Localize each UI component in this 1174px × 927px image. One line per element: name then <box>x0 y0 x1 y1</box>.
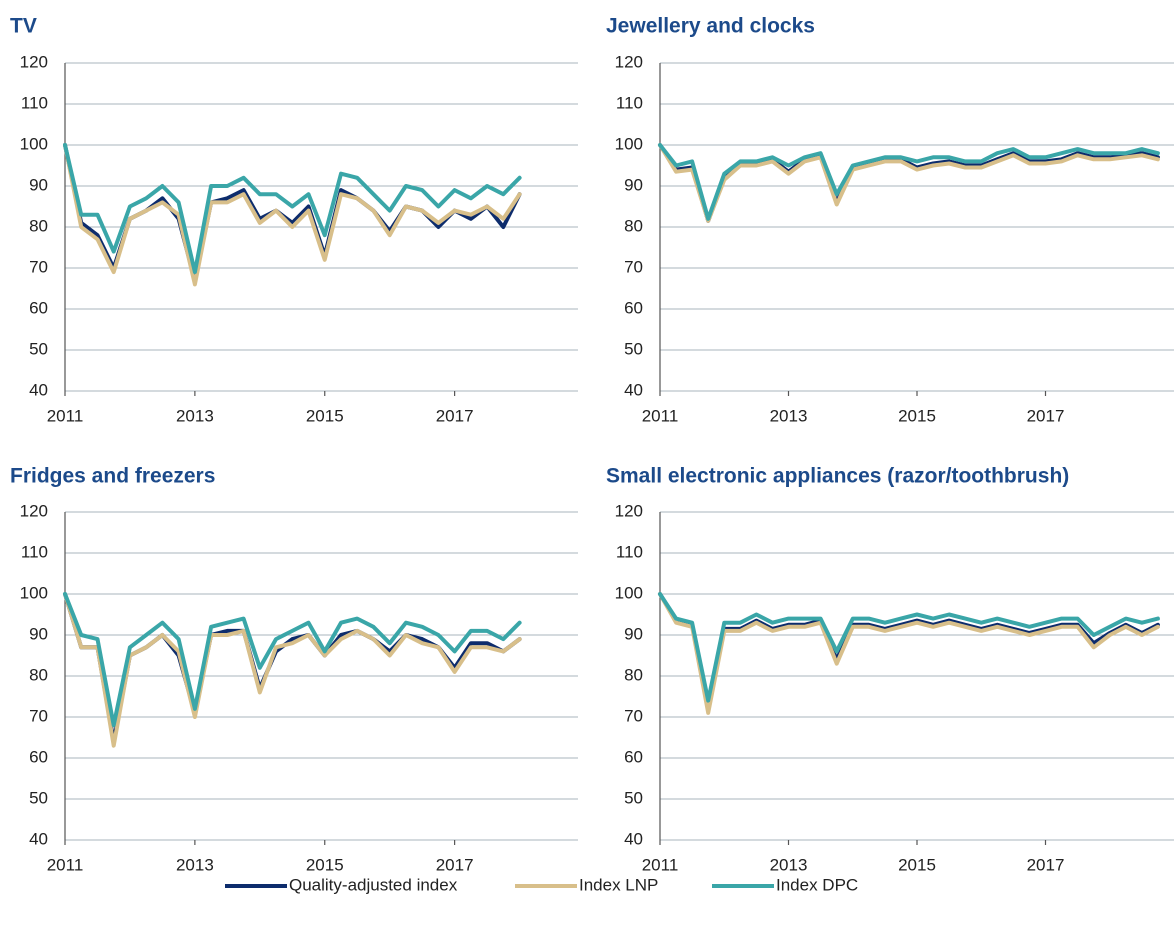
chart-title: Fridges and freezers <box>10 465 215 488</box>
y-tick-label: 40 <box>624 829 643 848</box>
y-tick-label: 50 <box>624 339 643 358</box>
legend-label: Index DPC <box>776 875 858 894</box>
x-tick-label: 2013 <box>176 406 214 425</box>
y-tick-label: 90 <box>29 175 48 194</box>
y-tick-label: 40 <box>29 380 48 399</box>
y-tick-label: 80 <box>29 665 48 684</box>
x-tick-label: 2017 <box>1027 855 1065 874</box>
y-tick-label: 80 <box>29 216 48 235</box>
legend-label: Index LNP <box>579 875 658 894</box>
x-tick-label: 2015 <box>306 406 344 425</box>
x-tick-label: 2011 <box>47 855 84 874</box>
y-tick-label: 120 <box>615 501 643 520</box>
x-tick-label: 2011 <box>642 855 679 874</box>
x-tick-label: 2013 <box>176 855 214 874</box>
y-tick-label: 80 <box>624 216 643 235</box>
y-tick-label: 50 <box>29 788 48 807</box>
y-tick-label: 100 <box>20 134 48 153</box>
x-tick-label: 2013 <box>770 406 808 425</box>
y-tick-label: 110 <box>616 542 643 561</box>
y-tick-label: 120 <box>20 52 48 71</box>
x-tick-label: 2017 <box>1027 406 1065 425</box>
y-tick-label: 60 <box>29 747 48 766</box>
y-tick-label: 70 <box>624 257 643 276</box>
chart-title: TV <box>10 15 37 38</box>
x-tick-label: 2011 <box>47 406 84 425</box>
y-tick-label: 100 <box>20 583 48 602</box>
y-tick-label: 40 <box>29 829 48 848</box>
y-tick-label: 110 <box>616 93 643 112</box>
y-tick-label: 80 <box>624 665 643 684</box>
series-line <box>658 592 1160 711</box>
y-tick-label: 70 <box>624 706 643 725</box>
x-tick-label: 2017 <box>436 855 474 874</box>
y-tick-label: 110 <box>21 93 48 112</box>
x-tick-label: 2015 <box>898 406 936 425</box>
series-line <box>658 592 1160 715</box>
chart-title: Jewellery and clocks <box>606 15 815 38</box>
x-tick-label: 2017 <box>436 406 474 425</box>
legend-label: Quality-adjusted index <box>289 875 458 894</box>
y-tick-label: 110 <box>21 542 48 561</box>
series-line <box>658 592 1160 703</box>
y-tick-label: 100 <box>615 583 643 602</box>
y-tick-label: 120 <box>615 52 643 71</box>
y-tick-label: 100 <box>615 134 643 153</box>
chart-title: Small electronic appliances (razor/tooth… <box>606 465 1069 488</box>
series-line <box>63 592 522 748</box>
x-tick-label: 2011 <box>642 406 679 425</box>
y-tick-label: 90 <box>624 624 643 643</box>
series-line <box>658 143 1160 223</box>
y-tick-label: 50 <box>624 788 643 807</box>
y-tick-label: 60 <box>624 747 643 766</box>
y-tick-label: 40 <box>624 380 643 399</box>
series-line <box>63 143 522 287</box>
x-tick-label: 2015 <box>898 855 936 874</box>
y-tick-label: 120 <box>20 501 48 520</box>
y-tick-label: 70 <box>29 257 48 276</box>
x-tick-label: 2015 <box>306 855 344 874</box>
x-tick-label: 2013 <box>770 855 808 874</box>
y-tick-label: 90 <box>624 175 643 194</box>
y-tick-label: 90 <box>29 624 48 643</box>
y-tick-label: 50 <box>29 339 48 358</box>
y-tick-label: 60 <box>29 298 48 317</box>
y-tick-label: 60 <box>624 298 643 317</box>
y-tick-label: 70 <box>29 706 48 725</box>
series-line <box>63 592 522 728</box>
series-line <box>658 143 1160 221</box>
series-line <box>63 143 522 275</box>
